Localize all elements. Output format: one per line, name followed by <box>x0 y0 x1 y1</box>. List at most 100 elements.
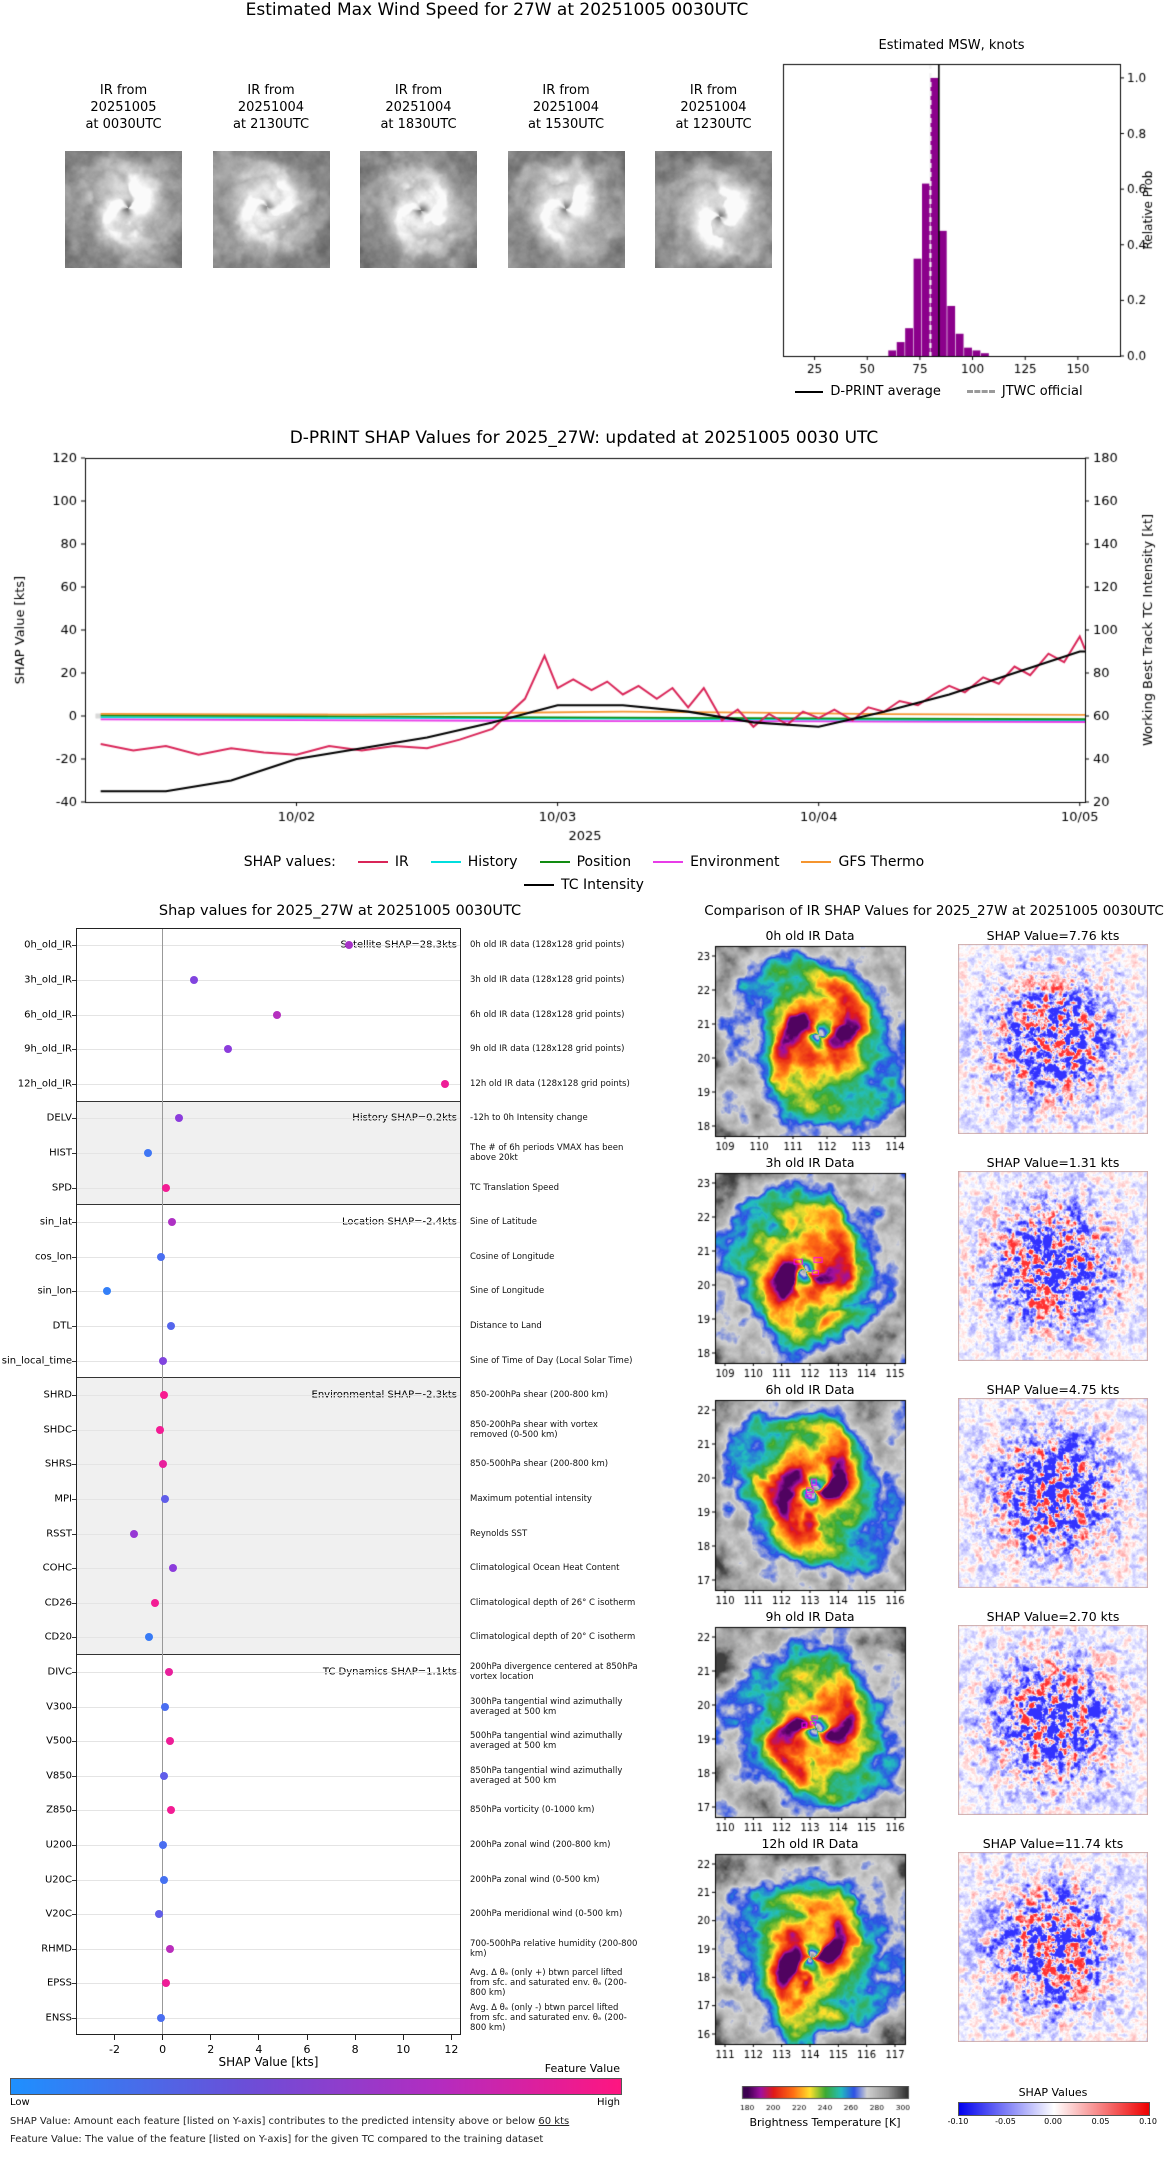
row-gridline <box>76 1049 461 1051</box>
feature-name: sin_local_time <box>1 1355 72 1366</box>
legend-item-ir: IR <box>357 854 409 870</box>
feature-name: CD20 <box>44 1631 72 1643</box>
feature-name: SHRS <box>44 1458 72 1470</box>
feature-description: 700-500hPa relative humidity (200-800 km… <box>470 1938 638 1959</box>
shap-map <box>958 1625 1148 1815</box>
legend-swatch <box>801 861 832 863</box>
feature-value-low-label: Low <box>10 2097 30 2108</box>
feature-name: U20C <box>44 1874 72 1885</box>
x-tick-mark <box>450 2035 452 2041</box>
feature-name: sin_lon <box>37 1285 72 1297</box>
group-separator <box>76 1377 461 1379</box>
ir-thumbnail-label-line: at 1530UTC <box>527 117 605 133</box>
row-gridline <box>76 1014 461 1016</box>
shap-colorbar-tick: 0.10 <box>1139 2117 1157 2126</box>
row-gridline <box>76 1395 461 1397</box>
feature-description: 200hPa zonal wind (200-800 km) <box>470 1839 611 1850</box>
feature-name: V500 <box>46 1735 72 1747</box>
feature-name: CD26 <box>44 1597 72 1609</box>
ir-map <box>676 1171 926 1383</box>
shap-colorbar-tick: 0.00 <box>1044 2117 1062 2126</box>
shap-dot <box>441 1079 450 1088</box>
shap-timeseries-chart <box>0 450 1168 850</box>
row-gridline <box>76 1360 461 1362</box>
row-gridline <box>76 1983 461 1985</box>
ir-map <box>676 1852 926 2064</box>
row-gridline <box>76 2017 461 2019</box>
x-tick-label: 10 <box>396 2043 411 2057</box>
feature-name: HIST <box>49 1147 72 1159</box>
shap-dot <box>345 941 354 950</box>
row-gridline <box>76 1948 461 1950</box>
row-gridline <box>76 1637 461 1639</box>
shap-dot <box>129 1529 138 1538</box>
feature-tick <box>72 1948 76 1950</box>
shap-dot <box>168 1218 177 1227</box>
shap-dot <box>167 1321 176 1330</box>
row-gridline <box>76 1533 461 1535</box>
feature-description: Climatological Ocean Heat Content <box>470 1563 620 1574</box>
ir-thumbnail-label-line: 20251004 <box>237 100 305 116</box>
feature-name: U200 <box>45 1839 72 1851</box>
row-gridline <box>76 1568 461 1570</box>
shap-figure-title: SHAP Value=11.74 kts <box>982 1836 1124 1851</box>
legend-swatch <box>539 861 570 863</box>
shap-dot <box>223 1045 232 1054</box>
feature-tick <box>72 1637 76 1639</box>
row-gridline <box>76 1706 461 1708</box>
feature-tick <box>72 1083 76 1085</box>
feature-description: 850hPa tangential wind azimuthally avera… <box>470 1765 623 1786</box>
legend-label: IR <box>394 854 409 870</box>
ir-thumbnail-label: IR from 20251005 at 0030UTC <box>65 82 182 133</box>
histogram-legend: D-PRINT average JTWC official <box>710 384 1168 399</box>
row-gridline <box>76 1222 461 1224</box>
feature-description: 200hPa zonal wind (0-500 km) <box>470 1874 600 1885</box>
feature-tick <box>72 1741 76 1743</box>
legend-label: GFS Thermo <box>838 854 925 870</box>
feature-tick <box>72 1983 76 1985</box>
feature-name: SHRD <box>43 1389 72 1401</box>
feature-name: Z850 <box>46 1804 72 1816</box>
shap-figure-title: SHAP Value=4.75 kts <box>986 1382 1120 1397</box>
feature-name: V300 <box>46 1701 72 1712</box>
feature-tick <box>72 1568 76 1570</box>
feature-tick <box>72 979 76 981</box>
zero-line <box>162 928 164 2036</box>
feature-tick <box>72 1775 76 1777</box>
shap-values-colorbar-label: SHAP Values <box>1018 2086 1088 2099</box>
dotplot-title: Shap values for 2025_27W at 20251005 003… <box>158 903 522 919</box>
feature-name: SPD <box>51 1182 72 1193</box>
row-gridline <box>76 1429 461 1431</box>
shap-figure-title: SHAP Value=1.31 kts <box>986 1155 1120 1170</box>
feature-name: DELV <box>46 1112 72 1124</box>
feature-tick <box>72 1360 76 1362</box>
ir-thumbnail-label-line: IR from <box>247 83 295 98</box>
legend-label: TC Intensity <box>561 877 644 893</box>
legend-item-d-print-average: D-PRINT average <box>795 384 941 399</box>
shap-dot <box>159 1391 168 1400</box>
ir-thumbnail-label-line: 20251004 <box>532 100 600 116</box>
group-separator <box>76 1654 461 1656</box>
feature-tick <box>72 1879 76 1881</box>
feature-description: 300hPa tangential wind azimuthally avera… <box>470 1696 623 1717</box>
feature-description: 3h old IR data (128x128 grid points) <box>470 974 625 985</box>
ir-thumbnail-label-line: IR from <box>99 83 148 98</box>
shap-colorbar-tick: 0.05 <box>1091 2117 1110 2126</box>
shap-dot <box>151 1598 160 1607</box>
feature-description: 0h old IR data (128x128 grid points) <box>470 940 625 951</box>
shap-dot <box>158 1840 167 1849</box>
shap-map <box>958 1852 1148 2042</box>
feature-description: Climatological depth of 20° C isotherm <box>470 1632 636 1643</box>
x-tick-mark <box>306 2035 308 2041</box>
feature-value-colorbar-title: Feature Value <box>544 2062 620 2075</box>
shap-dot <box>158 1460 167 1469</box>
feature-name: cos_lon <box>34 1251 72 1263</box>
feature-name: 3h_old_IR <box>24 974 72 986</box>
footnote1-underlined: 60 kts <box>538 2116 570 2127</box>
ir-map <box>676 944 926 1156</box>
shap-dot <box>175 1114 184 1123</box>
x-tick-label: 8 <box>351 2043 359 2057</box>
ir-thumbnail-label-line: at 2130UTC <box>232 117 310 133</box>
group-separator <box>76 1100 461 1102</box>
